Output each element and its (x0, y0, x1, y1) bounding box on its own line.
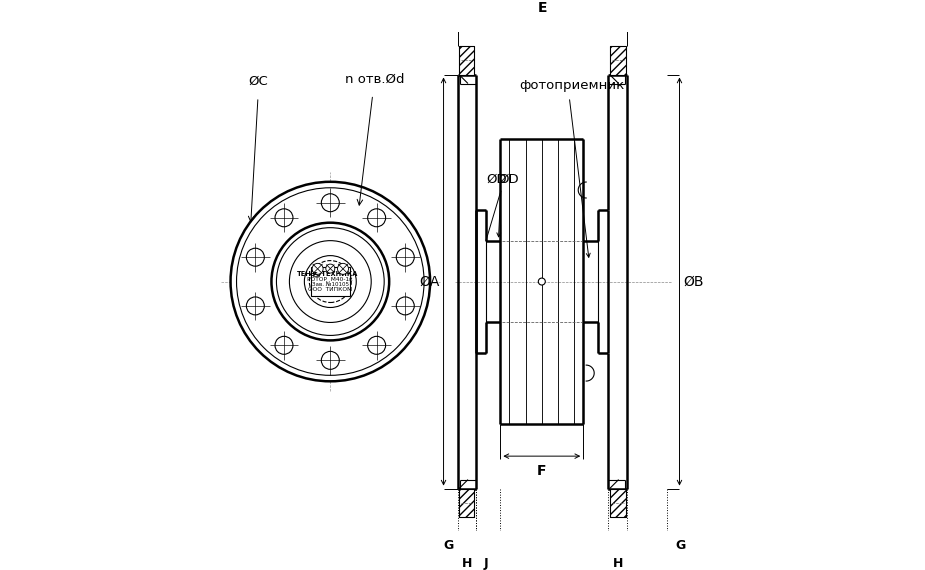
Circle shape (246, 248, 265, 266)
Text: ØA: ØA (419, 275, 439, 288)
Text: G: G (443, 539, 453, 552)
Text: n отв.Ød: n отв.Ød (345, 72, 405, 86)
Circle shape (321, 351, 339, 369)
Circle shape (271, 223, 389, 340)
Text: ООО  ТИПКОМ: ООО ТИПКОМ (308, 287, 352, 292)
Text: ØD: ØD (487, 172, 507, 185)
Circle shape (237, 188, 424, 375)
Text: H: H (462, 557, 472, 570)
Text: т: т (314, 271, 317, 275)
Text: ØD: ØD (499, 173, 519, 186)
Text: ØB: ØB (684, 275, 704, 288)
Circle shape (312, 263, 323, 274)
Text: фотоприемник: фотоприемник (519, 79, 624, 92)
Circle shape (367, 209, 386, 227)
Circle shape (290, 241, 371, 323)
Bar (610, 46, 625, 75)
Circle shape (326, 264, 335, 273)
Circle shape (321, 194, 339, 211)
Circle shape (367, 336, 386, 355)
Bar (610, 488, 625, 518)
Bar (459, 46, 475, 75)
Text: J: J (484, 557, 488, 570)
Circle shape (538, 278, 546, 285)
Circle shape (338, 263, 349, 274)
Text: Зав. №10105: Зав. №10105 (312, 282, 349, 287)
Circle shape (396, 297, 414, 315)
Text: E: E (537, 1, 547, 15)
Circle shape (275, 209, 293, 227)
Circle shape (396, 248, 414, 266)
Bar (313, 270, 319, 276)
Circle shape (246, 297, 265, 315)
Text: РОТОР  М40-1к: РОТОР М40-1к (307, 276, 353, 282)
Bar (311, 267, 350, 296)
Text: H: H (612, 557, 623, 570)
Bar (610, 46, 625, 75)
Text: G: G (675, 539, 685, 552)
Circle shape (275, 336, 293, 355)
Text: ТЕНЗОТЕХНИКА: ТЕНЗОТЕХНИКА (297, 271, 359, 276)
Circle shape (277, 227, 384, 335)
Bar (459, 46, 475, 75)
Bar (459, 488, 475, 518)
Text: F: F (537, 464, 547, 478)
Text: ØC: ØC (248, 75, 268, 88)
Circle shape (304, 255, 356, 307)
Bar (459, 488, 475, 518)
Bar (610, 488, 625, 518)
Circle shape (230, 182, 430, 381)
